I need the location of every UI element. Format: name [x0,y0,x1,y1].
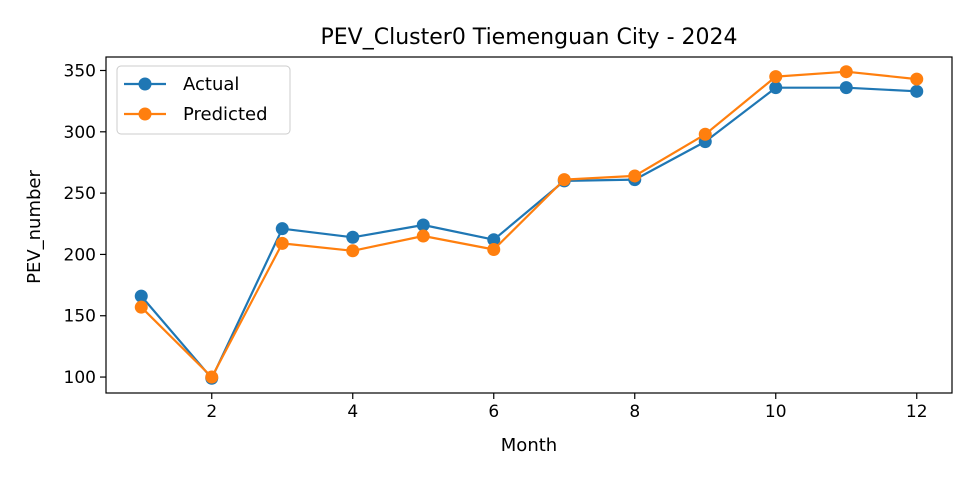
y-tick-label-1: 150 [64,307,96,327]
y-tick-label-4: 300 [64,123,96,143]
legend-label-1: Predicted [183,104,268,125]
x-tick-label-0: 2 [206,402,217,422]
series-line-0 [140,86,917,380]
data-point-0-5 [487,233,501,247]
data-point-1-5 [487,243,501,257]
data-point-0-0 [134,289,148,303]
legend-marker-1 [138,107,152,121]
data-point-1-11 [910,72,924,86]
data-point-1-10 [839,65,853,79]
plot-frame [105,56,953,394]
data-point-0-4 [416,218,430,232]
x-tick-label-5: 12 [906,402,928,422]
data-point-0-3 [346,230,360,244]
chart-title: PEV_Cluster0 Tiemenguan City - 2024 [321,25,738,50]
data-point-1-0 [134,300,148,314]
data-point-0-2 [275,222,289,236]
data-point-1-4 [416,229,430,243]
y-tick-label-5: 350 [64,61,96,81]
x-tick-label-2: 6 [488,402,499,422]
y-tick-label-2: 200 [64,245,96,265]
data-point-0-11 [910,84,924,98]
x-tick-label-4: 10 [765,402,787,422]
data-point-1-7 [628,169,642,183]
data-point-1-6 [557,173,571,187]
legend-marker-0 [138,77,152,91]
x-tick-label-1: 4 [347,402,358,422]
series-line-1 [140,70,917,379]
data-point-0-10 [839,81,853,95]
data-point-1-9 [769,70,783,84]
x-axis-label: Month [501,435,557,456]
legend-label-0: Actual [183,74,239,95]
legend: Actual Predicted [116,65,291,135]
data-point-0-9 [769,81,783,95]
plot-area: 2 4 6 8 10 12 100 150 200 250 300 350 [64,56,953,422]
data-point-1-8 [698,127,712,141]
data-point-1-2 [275,236,289,250]
data-point-1-3 [346,244,360,258]
y-tick-label-0: 100 [64,368,96,388]
x-tick-label-3: 8 [629,402,640,422]
y-tick-label-3: 250 [64,184,96,204]
y-axis-label: PEV_number [24,170,45,284]
data-point-1-1 [205,370,219,384]
